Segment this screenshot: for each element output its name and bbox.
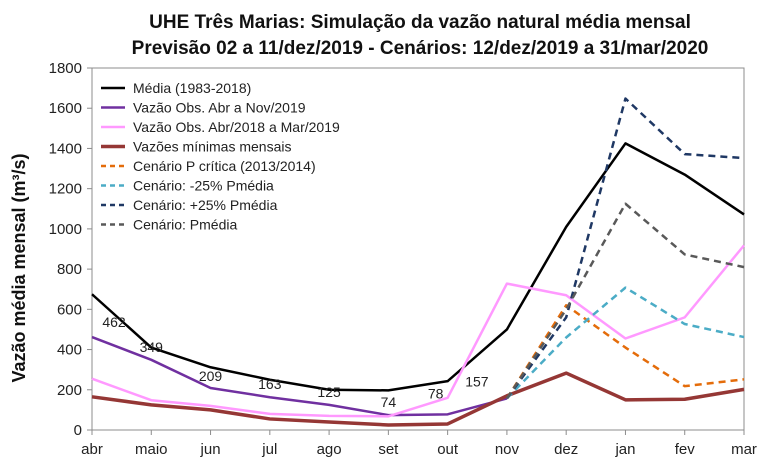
x-tick-label: maio [135, 441, 168, 458]
series-line [91, 142, 745, 392]
y-tick-label: 400 [57, 342, 82, 359]
y-axis-label: Vazão média mensal (m³/s) [9, 153, 29, 382]
series-line [505, 97, 745, 400]
data-label: 157 [465, 373, 489, 389]
x-tick-label: dez [554, 441, 578, 458]
x-tick-label: ago [317, 441, 342, 458]
x-tick-label: jun [200, 441, 221, 458]
legend-label: Cenário: +25% Pmédia [133, 197, 278, 213]
y-tick-label: 600 [57, 301, 82, 318]
y-tick-label: 1800 [49, 60, 82, 77]
data-label: 78 [428, 385, 444, 401]
series-line [506, 286, 745, 400]
x-tick-label: mar [731, 441, 757, 458]
chart-subtitle: Previsão 02 a 11/dez/2019 - Cenários: 12… [132, 38, 709, 59]
legend-label: Cenário: -25% Pmédia [133, 178, 274, 194]
chart-title: UHE Três Marias: Simulação da vazão natu… [149, 12, 691, 33]
y-tick-label: 800 [57, 261, 82, 278]
legend-label: Média (1983-2018) [133, 80, 251, 96]
data-labels: 462 349 209 163 125 74 78 157 [102, 314, 488, 410]
y-tick-label: 1000 [49, 221, 82, 238]
x-tick-label: nov [495, 441, 520, 458]
legend-label: Cenário: Pmédia [133, 217, 237, 233]
legend-label: Vazões mínimas mensais [133, 139, 291, 155]
data-label: 74 [381, 394, 397, 410]
data-label: 163 [258, 376, 282, 392]
y-tick-label: 1400 [49, 140, 82, 157]
y-tick-label: 1200 [49, 181, 82, 198]
series-layer [91, 97, 745, 427]
data-label: 349 [140, 339, 164, 355]
legend-label: Vazão Obs. Abr a Nov/2019 [133, 100, 306, 116]
data-label: 462 [102, 314, 126, 330]
y-tick-label: 1600 [49, 100, 82, 117]
series-line [91, 371, 745, 427]
series-line [91, 244, 745, 418]
y-tick-label: 200 [57, 382, 82, 399]
legend: Média (1983-2018) Vazão Obs. Abr a Nov/20… [101, 80, 340, 233]
legend-label: Cenário P crítica (2013/2014) [133, 158, 316, 174]
x-tick-label: fev [675, 441, 696, 458]
x-tick-label: jul [261, 441, 277, 458]
plot-area [91, 67, 745, 431]
x-tick-label: abr [81, 441, 103, 458]
data-label: 209 [199, 368, 223, 384]
series-line [91, 335, 508, 417]
y-tick-label: 0 [74, 422, 82, 439]
x-tick-label: jan [614, 441, 635, 458]
x-tick-label: out [437, 441, 459, 458]
data-label: 125 [317, 384, 341, 400]
x-tick-label: set [378, 441, 399, 458]
series-line [505, 202, 745, 400]
legend-label: Vazão Obs. Abr/2018 a Mar/2019 [133, 119, 340, 135]
series-line [505, 304, 745, 400]
axes: 0 200 400 600 800 1000 1200 1400 1600 1800 abr maio… [49, 60, 757, 458]
